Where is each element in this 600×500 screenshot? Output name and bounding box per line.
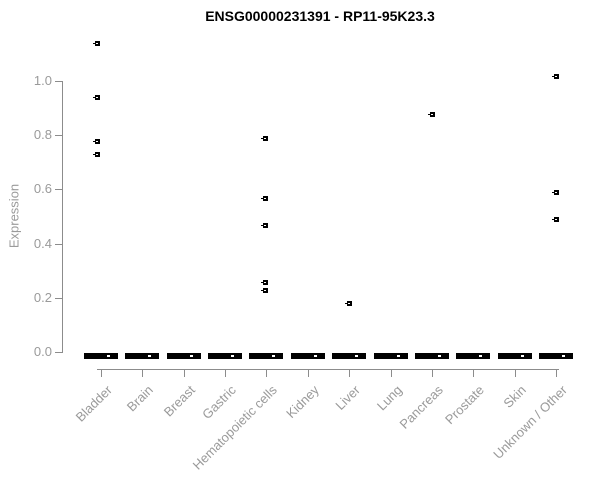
zero-cluster-notch <box>231 355 235 357</box>
y-tick <box>55 189 62 191</box>
y-tick-label: 0.4 <box>33 235 52 251</box>
x-tick <box>473 369 475 377</box>
y-tick-label: 0.2 <box>33 289 52 305</box>
y-tick-label: 0.0 <box>33 344 52 359</box>
zero-cluster-notch <box>189 355 193 357</box>
chart-title: ENSG00000231391 - RP11-95K23.3 <box>205 8 435 24</box>
zero-cluster-bar <box>125 353 160 359</box>
y-tick <box>55 243 62 245</box>
x-tick-label: Prostate <box>442 382 488 428</box>
x-tick <box>225 369 227 377</box>
zero-cluster-bar <box>373 353 408 359</box>
x-tick <box>514 369 516 377</box>
y-tick-label: 0.8 <box>33 127 52 143</box>
zero-cluster-bar <box>208 353 243 359</box>
zero-cluster-bar <box>84 353 118 359</box>
data-point <box>261 279 269 285</box>
data-point <box>93 41 100 47</box>
data-point <box>551 73 559 79</box>
x-tick-label: Bladder <box>72 382 115 425</box>
zero-cluster-notch <box>520 355 524 357</box>
x-tick-label: Breast <box>160 382 198 420</box>
zero-cluster-bar <box>497 353 532 359</box>
data-point <box>93 138 100 144</box>
y-tick <box>55 81 62 82</box>
data-point <box>551 190 559 196</box>
zero-cluster-notch <box>396 355 400 357</box>
zero-cluster-bar <box>538 353 573 359</box>
data-point <box>261 195 269 201</box>
y-tick <box>55 297 62 299</box>
zero-cluster-bar <box>249 353 284 359</box>
y-tick-label: 1.0 <box>33 73 52 88</box>
x-tick <box>349 369 351 377</box>
data-point <box>261 287 269 293</box>
x-tick-label: Gastric <box>199 382 239 423</box>
x-tick-label: Liver <box>332 382 364 413</box>
zero-cluster-notch <box>561 355 565 357</box>
x-tick <box>142 369 144 377</box>
zero-cluster-bar <box>166 353 201 359</box>
data-point <box>93 152 100 158</box>
zero-cluster-bar <box>290 353 325 359</box>
x-tick <box>183 369 185 377</box>
x-tick <box>266 369 268 377</box>
zero-cluster-notch <box>313 355 317 357</box>
zero-cluster-bar <box>332 353 367 359</box>
data-point <box>93 95 100 101</box>
zero-cluster-notch <box>107 355 110 357</box>
x-tick <box>390 369 392 377</box>
zero-cluster-bar <box>414 353 449 359</box>
data-point <box>261 222 269 228</box>
x-tick-label: Pancreas <box>396 382 446 432</box>
x-tick-label: Skin <box>499 382 529 411</box>
x-tick-label: Kidney <box>282 382 322 422</box>
data-point <box>551 217 559 223</box>
x-tick <box>307 369 309 377</box>
y-tick <box>55 135 62 137</box>
data-point <box>427 111 435 117</box>
zero-cluster-notch <box>437 355 441 357</box>
zero-cluster-notch <box>272 355 276 357</box>
zero-cluster-notch <box>355 355 359 357</box>
x-tick <box>101 369 102 377</box>
data-point <box>345 301 353 307</box>
y-tick <box>55 352 62 353</box>
x-tick-label: Lung <box>373 382 405 414</box>
x-tick-label: Brain <box>124 382 157 415</box>
y-axis-line <box>62 81 63 353</box>
zero-cluster-notch <box>148 355 152 357</box>
x-tick <box>555 369 557 377</box>
y-tick-label: 0.6 <box>33 181 52 197</box>
zero-cluster-bar <box>456 353 491 359</box>
x-tick-label: Unknown / Other <box>490 382 570 462</box>
x-tick <box>431 369 433 377</box>
data-point <box>261 135 269 141</box>
zero-cluster-notch <box>479 355 483 357</box>
x-axis-line <box>97 369 559 370</box>
